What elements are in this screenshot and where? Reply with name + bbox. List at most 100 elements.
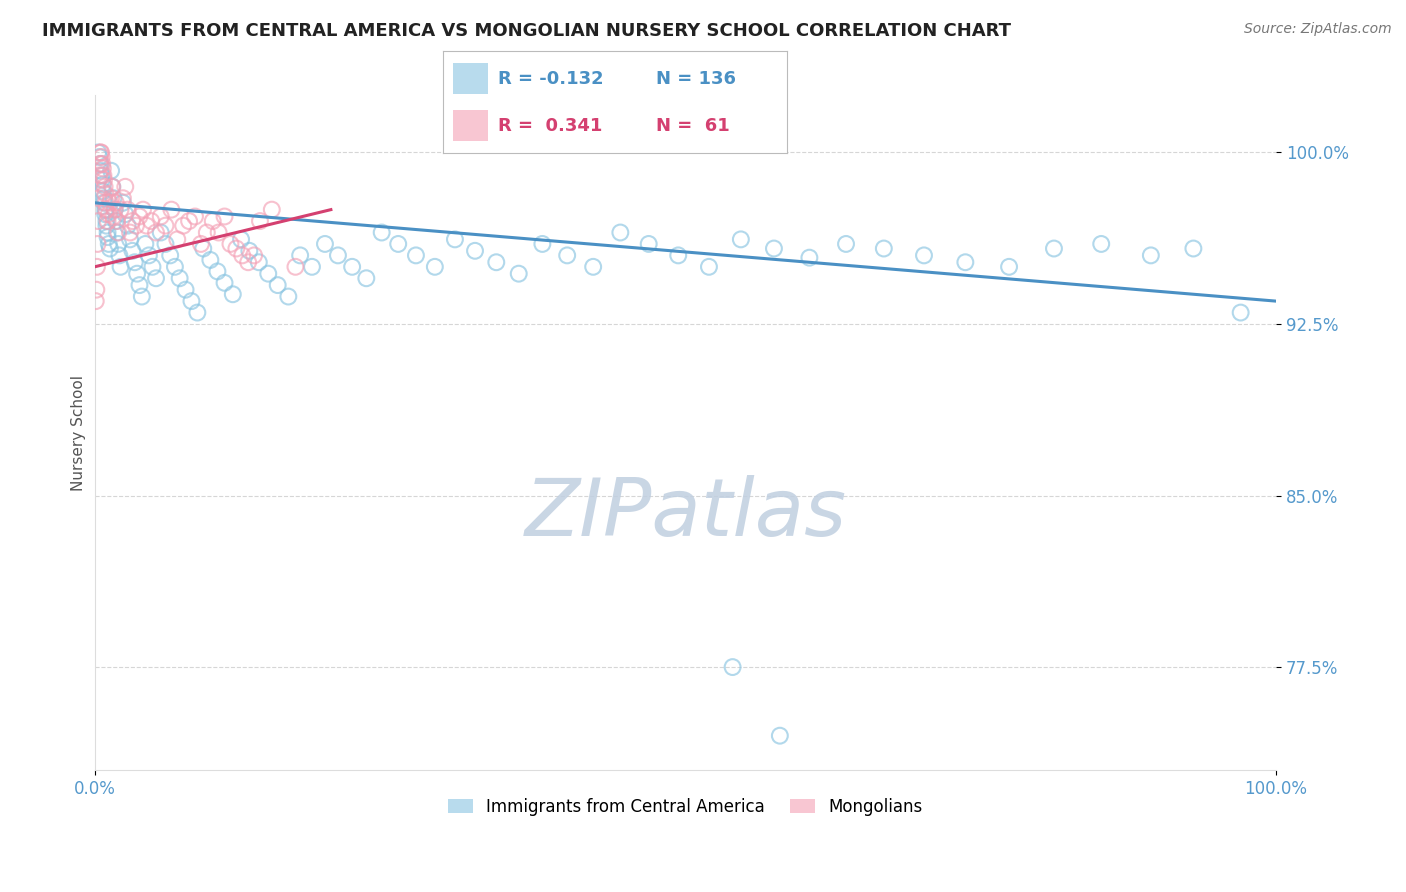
Point: [117, 219, 139, 233]
Point: [91, 157, 114, 171]
Text: N = 136: N = 136: [657, 70, 737, 87]
Point: [159, 248, 181, 262]
Point: [134, 236, 156, 251]
Text: Source: ZipAtlas.com: Source: ZipAtlas.com: [1244, 22, 1392, 37]
Point: [1043, 242, 1066, 256]
Point: [955, 255, 977, 269]
Point: [94, 202, 117, 217]
Point: [103, 191, 125, 205]
Point: [190, 236, 212, 251]
Point: [90, 169, 112, 183]
Point: [91, 161, 114, 176]
Point: [231, 248, 253, 262]
Point: [257, 267, 280, 281]
Point: [243, 248, 266, 262]
Point: [93, 169, 115, 183]
Point: [118, 232, 141, 246]
Point: [93, 191, 115, 205]
Point: [835, 236, 858, 251]
Point: [96, 214, 118, 228]
Point: [207, 264, 229, 278]
Point: [114, 207, 136, 221]
Point: [666, 248, 689, 262]
Point: [108, 248, 131, 262]
Point: [1182, 242, 1205, 256]
Point: [90, 150, 112, 164]
Point: [174, 283, 197, 297]
Point: [1229, 305, 1251, 319]
Point: [149, 210, 172, 224]
Point: [86, 236, 108, 251]
Text: IMMIGRANTS FROM CENTRAL AMERICA VS MONGOLIAN NURSERY SCHOOL CORRELATION CHART: IMMIGRANTS FROM CENTRAL AMERICA VS MONGO…: [42, 22, 1011, 40]
Point: [90, 173, 112, 187]
Point: [260, 202, 283, 217]
Point: [87, 214, 110, 228]
Point: [97, 207, 120, 221]
Point: [163, 260, 186, 274]
Point: [117, 202, 139, 217]
Point: [121, 214, 143, 228]
Point: [128, 210, 150, 224]
Point: [141, 214, 163, 228]
Point: [141, 260, 163, 274]
Point: [127, 267, 149, 281]
Point: [110, 202, 132, 217]
Point: [247, 255, 270, 269]
Point: [104, 214, 127, 228]
Point: [721, 660, 744, 674]
Text: ZIPatlas: ZIPatlas: [524, 475, 846, 553]
Point: [100, 191, 122, 205]
Point: [101, 179, 124, 194]
Point: [222, 287, 245, 301]
Point: [145, 226, 167, 240]
Point: [89, 163, 111, 178]
Point: [96, 202, 118, 217]
Point: [873, 242, 896, 256]
Point: [103, 210, 125, 224]
Point: [200, 252, 222, 267]
Point: [609, 226, 631, 240]
Point: [697, 260, 720, 274]
Point: [104, 195, 127, 210]
Text: R = -0.132: R = -0.132: [498, 70, 603, 87]
Point: [160, 202, 183, 217]
Point: [111, 195, 134, 210]
Point: [125, 219, 148, 233]
Point: [97, 236, 120, 251]
Point: [225, 242, 247, 256]
Point: [186, 305, 208, 319]
Point: [485, 255, 508, 269]
Point: [155, 219, 177, 233]
Point: [84, 294, 107, 309]
Text: R =  0.341: R = 0.341: [498, 117, 602, 135]
Point: [177, 214, 200, 228]
Point: [277, 289, 299, 303]
Point: [89, 157, 111, 171]
Point: [93, 173, 115, 187]
Point: [91, 185, 114, 199]
Point: [145, 271, 167, 285]
Point: [94, 207, 117, 221]
Point: [107, 236, 129, 251]
Point: [238, 255, 260, 269]
Point: [87, 145, 110, 160]
Point: [912, 248, 935, 262]
Point: [97, 230, 120, 244]
Point: [326, 248, 349, 262]
Point: [87, 191, 110, 205]
Point: [172, 219, 194, 233]
Point: [90, 145, 112, 160]
Point: [169, 271, 191, 285]
Point: [104, 202, 127, 217]
Point: [135, 219, 157, 233]
Point: [637, 236, 659, 251]
Point: [195, 226, 218, 240]
Point: [769, 729, 792, 743]
Point: [93, 195, 115, 210]
Point: [219, 236, 242, 251]
Point: [799, 251, 821, 265]
Point: [730, 232, 752, 246]
Point: [314, 236, 336, 251]
Point: [444, 232, 467, 246]
Point: [111, 191, 134, 205]
